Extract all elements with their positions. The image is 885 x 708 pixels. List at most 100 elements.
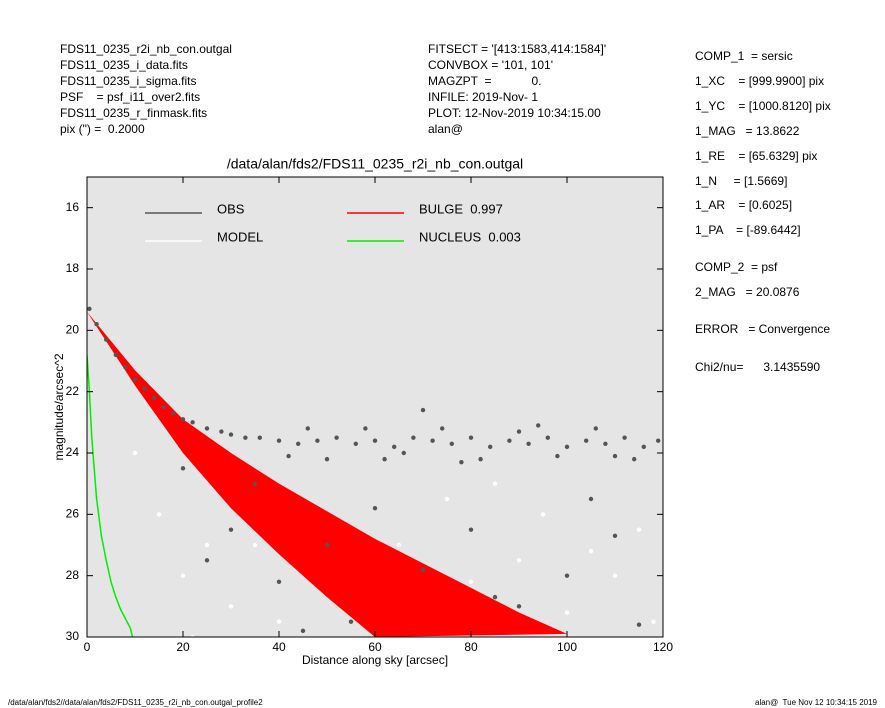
data-point [612,533,618,538]
data-point [353,441,358,446]
header-middle-line: INFILE: 2019-Nov- 1 [428,90,538,104]
data-point [492,481,498,486]
data-point [468,527,474,532]
data-point [612,453,618,459]
x-tick-label: 60 [368,640,382,654]
data-point [152,395,157,400]
data-point [334,435,339,440]
data-point [94,322,99,327]
legend-label: NUCLEUS 0.003 [419,229,521,244]
data-point [252,542,258,548]
data-point [440,426,445,431]
data-point [324,456,330,462]
header-right-line: 1_MAG = 13.8622 [695,124,800,138]
data-point [478,456,483,462]
data-point [228,527,234,532]
data-point [564,573,570,578]
header-right-line: 1_RE = [65.6329] pix [695,149,817,163]
data-point [392,444,397,450]
header-middle-line: alan@ [428,122,463,136]
data-point [300,628,306,634]
data-point [180,417,186,422]
data-point [382,456,387,462]
chart-title: /data/alan/fds2/FDS11_0235_r2i_nb_con.ou… [227,156,523,172]
data-point [555,453,560,459]
legend-label: BULGE 0.997 [419,201,503,216]
data-point [243,435,248,440]
data-point [526,441,531,446]
header-middle-line: PLOT: 12-Nov-2019 10:34:15.00 [428,106,601,120]
data-point [588,548,594,554]
data-point [190,420,195,425]
data-point [641,444,646,450]
data-point [584,438,589,443]
data-point [204,542,210,548]
data-point [536,423,541,428]
data-point [430,438,435,443]
legend-label: OBS [217,201,245,216]
data-point [372,506,378,511]
data-point [449,441,454,446]
data-point [540,512,546,517]
data-point [636,622,642,627]
header-right-line: 2_MAG = 20.0876 [695,285,800,299]
data-point [636,527,642,532]
header-left-line: FDS11_0235_i_data.fits [60,58,188,72]
data-point [656,438,661,443]
y-tick-label: 22 [66,384,80,398]
data-point [651,619,656,624]
x-tick-label: 40 [272,640,286,654]
header-left-line: FDS11_0235_r_finmask.fits [60,106,207,120]
data-point [104,337,109,342]
header-right-line: 1_PA = [-89.6442] [695,223,801,237]
data-point [444,496,450,502]
data-point [564,444,570,450]
data-point [507,438,512,443]
data-point [348,619,354,624]
header-right-line: 1_XC = [999.9900] pix [695,74,824,88]
data-point [420,407,426,413]
data-point [123,364,128,370]
data-point [132,377,138,382]
data-point [488,444,493,450]
data-point [315,438,320,443]
x-tick-label: 100 [557,640,577,654]
y-tick-label: 20 [66,323,80,337]
header-left-line: FDS11_0235_i_sigma.fits [60,74,197,88]
data-point [622,435,627,440]
y-tick-label: 28 [66,568,80,582]
data-point [593,426,598,431]
y-tick-label: 24 [66,445,80,459]
data-point [305,426,310,431]
x-axis-label: Distance along sky [arcsec] [302,653,448,667]
data-point [276,619,282,624]
model-line [87,354,134,637]
data-point [588,496,594,502]
header-right-line: 1_AR = [0.6025] [695,198,792,212]
header-middle-line: FITSECT = '[413:1583,414:1584]' [428,42,606,56]
legend-label: MODEL [217,229,263,244]
header-left-line: PSF = psf_i11_over2.fits [60,90,200,104]
x-tick-label: 0 [84,640,91,654]
y-tick-label: 30 [66,629,80,643]
header-right-line: Chi2/nu= 3.1435590 [695,360,820,374]
data-point [401,450,406,456]
data-point [612,573,618,578]
data-point [161,404,166,410]
data-point [132,450,138,456]
header-right-line: 1_N = [1.5669] [695,174,787,188]
data-point [324,542,330,548]
data-point [171,410,176,416]
data-point [252,481,258,486]
header-right-line: COMP_1 = sersic [695,49,793,63]
data-point [603,441,608,446]
data-point [219,429,224,434]
header-middle-line: CONVBOX = '101, 101' [428,58,553,72]
y-tick-label: 18 [66,261,80,275]
data-point [420,567,426,572]
data-point [545,435,550,440]
plot-layer [87,306,661,637]
model-band [87,311,567,637]
y-tick-label: 26 [66,507,80,521]
